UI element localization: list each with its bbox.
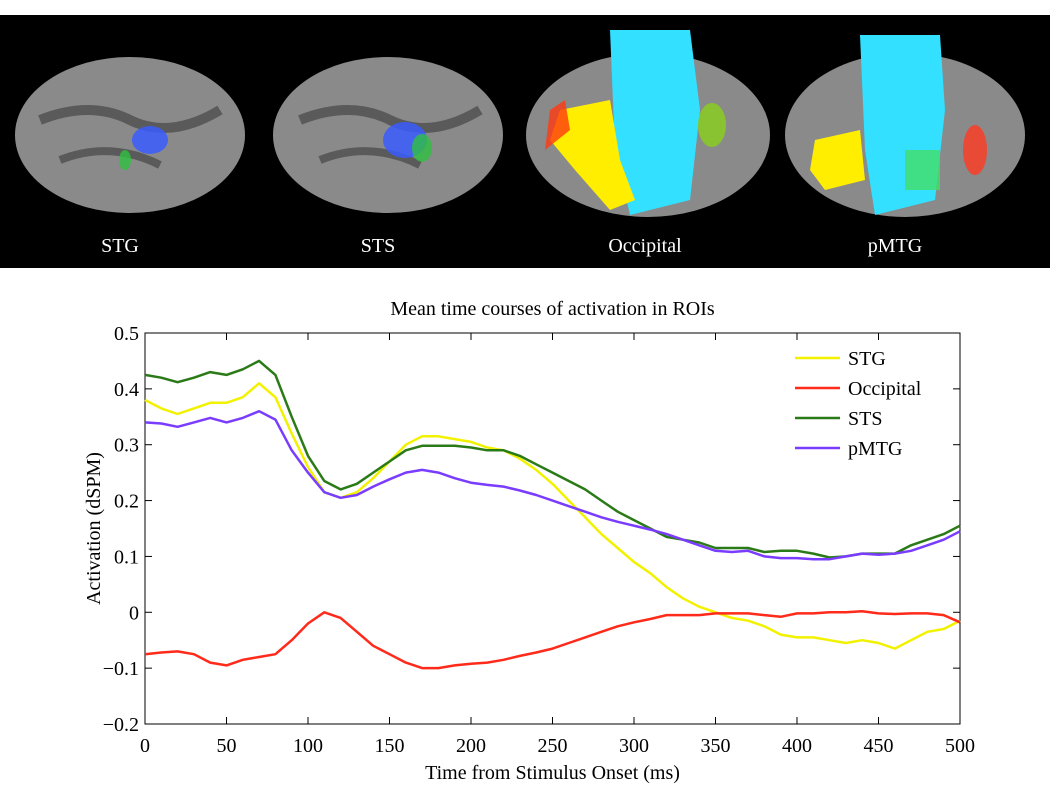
x-tick-label: 350 — [701, 735, 731, 757]
y-tick-label: 0.2 — [114, 491, 139, 513]
line-series — [144, 382, 961, 650]
line-series — [144, 609, 961, 670]
legend-label: Occipital — [848, 378, 922, 400]
legend-label: STS — [848, 408, 882, 430]
x-tick-label: 250 — [538, 735, 568, 757]
brain-label: STS — [361, 235, 395, 257]
x-tick-label: 50 — [217, 735, 237, 757]
x-tick-label: 100 — [293, 735, 323, 757]
y-tick-label: 0 — [129, 602, 139, 624]
brain-3 — [526, 30, 770, 217]
brain-label: STG — [101, 235, 139, 257]
y-tick-label: 0.4 — [114, 379, 139, 401]
brain-label: pMTG — [868, 235, 922, 257]
x-axis-label: Time from Stimulus Onset (ms) — [425, 762, 680, 784]
line-series — [144, 409, 961, 561]
plot-area — [144, 332, 961, 725]
legend-label: STG — [848, 348, 886, 370]
x-tick-label: 500 — [945, 735, 975, 757]
x-tick-label: 300 — [619, 735, 649, 757]
brain-2 — [273, 57, 503, 213]
x-tick-label: 0 — [140, 735, 150, 757]
x-tick-label: 200 — [456, 735, 486, 757]
y-tick-label: −0.2 — [103, 714, 139, 736]
x-tick-label: 400 — [782, 735, 812, 757]
y-tick-label: −0.1 — [103, 658, 139, 680]
brain-panel — [0, 15, 1050, 268]
x-tick-label: 150 — [375, 735, 405, 757]
line-series — [144, 359, 961, 559]
y-tick-label: 0.3 — [114, 435, 139, 457]
brain-1 — [15, 57, 245, 213]
x-tick-label: 450 — [864, 735, 894, 757]
brain-4 — [785, 35, 1025, 217]
y-axis-label: Activation (dSPM) — [83, 452, 105, 605]
brain-label: Occipital — [608, 235, 682, 257]
chart-title: Mean time courses of activation in ROIs — [390, 298, 715, 320]
y-tick-label: 0.1 — [114, 546, 139, 568]
legend-label: pMTG — [848, 438, 902, 460]
y-tick-label: 0.5 — [114, 323, 139, 345]
